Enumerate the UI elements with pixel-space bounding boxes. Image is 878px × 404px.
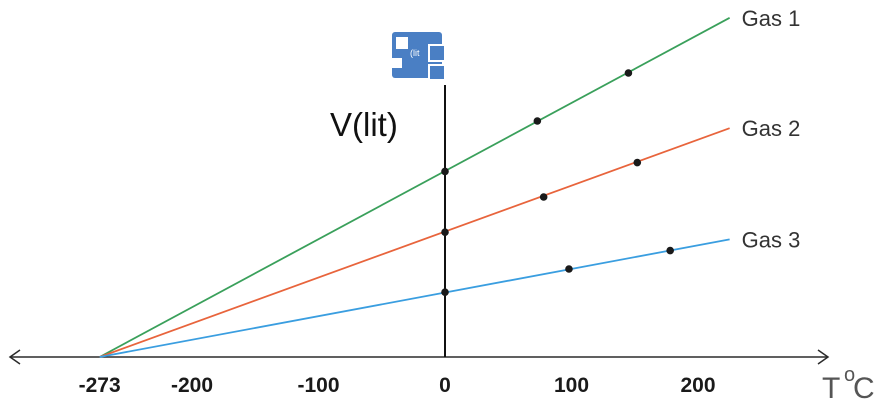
series-line-2 xyxy=(99,127,730,358)
x-axis-label-degree: o xyxy=(844,364,855,386)
x-tick-label: 100 xyxy=(554,374,589,397)
embedded-object-icon: (lit xyxy=(392,32,446,81)
data-point xyxy=(624,69,633,77)
x-tick-label: -200 xyxy=(171,374,213,397)
y-axis-label: V(lit) xyxy=(330,106,398,143)
data-point xyxy=(441,228,449,236)
series-labels-layer: Gas 1 Gas 2 Gas 3 xyxy=(742,6,801,253)
ticks-layer: -273 -200 -100 0 100 200 xyxy=(79,374,716,397)
data-point xyxy=(441,288,449,297)
x-axis-label-unit: C xyxy=(853,372,875,404)
series-label-1: Gas 1 xyxy=(742,6,801,31)
x-axis-right-arrow xyxy=(817,349,830,365)
x-tick-label: -273 xyxy=(79,374,121,397)
x-axis-left-arrow xyxy=(8,349,21,365)
series-line-1 xyxy=(99,17,731,358)
x-tick-label: 0 xyxy=(439,374,451,397)
x-tick-label: 200 xyxy=(680,374,715,397)
points-layer xyxy=(441,69,674,297)
series-label-2: Gas 2 xyxy=(742,116,801,141)
data-point xyxy=(441,167,449,176)
x-axis-label: T xyxy=(822,372,840,404)
data-point xyxy=(633,158,642,167)
data-point xyxy=(539,193,548,201)
data-point xyxy=(533,117,542,125)
series-line-3 xyxy=(99,238,730,358)
data-point xyxy=(666,246,674,255)
series-label-3: Gas 3 xyxy=(742,227,801,252)
series-layer xyxy=(99,17,731,358)
x-tick-label: -100 xyxy=(297,374,339,397)
icon-text: (lit xyxy=(410,48,420,58)
data-point xyxy=(565,265,573,273)
